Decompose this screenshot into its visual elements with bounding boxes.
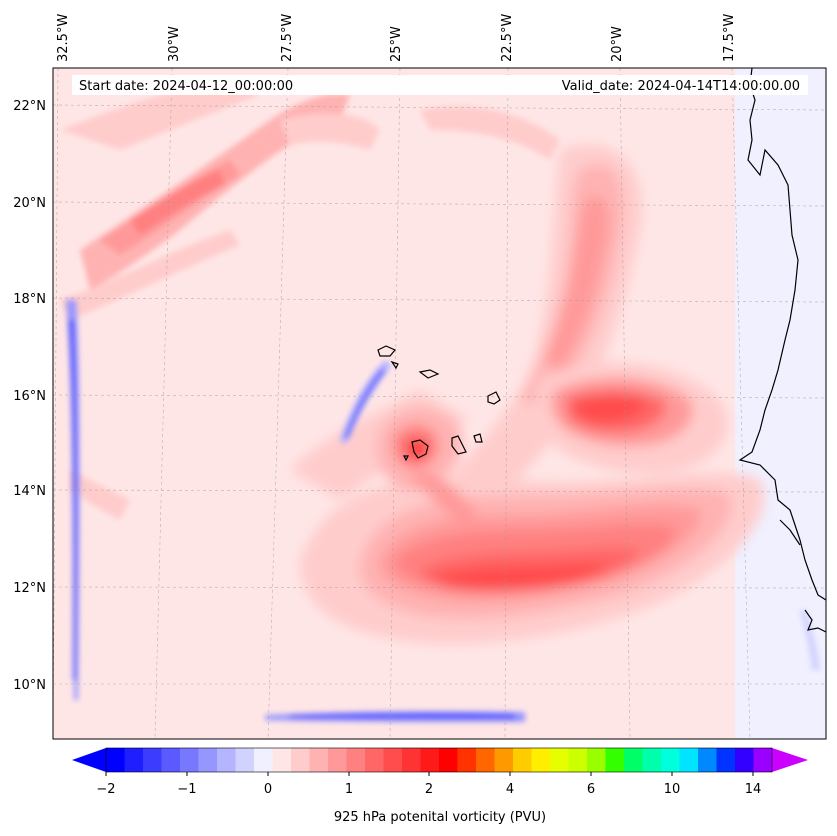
colorbar-cell <box>513 748 532 772</box>
colorbar-cell <box>605 748 625 772</box>
valid-date-label: Valid_date: 2024-04-14T14:00:00.00 <box>562 79 800 94</box>
colorbar-cell <box>272 748 292 772</box>
colorbar-cell <box>716 748 736 772</box>
longitude-labels: 32.5°W 30°W 27.5°W 25°W 22.5°W 20°W 17.5… <box>56 14 737 62</box>
colorbar-cell <box>180 748 199 772</box>
colorbar-ticks <box>105 772 754 776</box>
colorbar: −2 −1 0 1 2 4 6 10 14 925 hPa potenital … <box>72 747 808 825</box>
colorbar-tick-label: 6 <box>587 782 595 797</box>
colorbar-max-extend <box>772 748 808 772</box>
lon-label: 25°W <box>389 26 404 62</box>
colorbar-cell <box>494 748 514 772</box>
lat-label: 22°N <box>13 99 46 114</box>
colorbar-tick-label: −2 <box>96 782 115 797</box>
colorbar-cell <box>254 748 273 772</box>
colorbar-cell <box>124 748 144 772</box>
lon-label: 30°W <box>167 26 182 62</box>
colorbar-tick-label: 2 <box>425 782 433 797</box>
colorbar-cell <box>624 748 643 772</box>
colorbar-cell <box>698 748 717 772</box>
colorbar-cell <box>753 748 773 772</box>
colorbar-cell <box>143 748 162 772</box>
coastline <box>377 68 826 633</box>
colorbar-tick-label: −1 <box>177 782 196 797</box>
lon-label: 22.5°W <box>500 14 515 62</box>
colorbar-cell <box>365 748 384 772</box>
colorbar-cell <box>198 748 218 772</box>
colorbar-cell <box>420 748 440 772</box>
colorbar-cell <box>568 748 588 772</box>
lon-label: 20°W <box>610 26 625 62</box>
colorbar-cell <box>531 748 551 772</box>
colorbar-cell <box>328 748 347 772</box>
colorbar-tick-label: 10 <box>664 782 681 797</box>
lat-label: 10°N <box>13 678 46 693</box>
lat-label: 12°N <box>13 581 46 596</box>
start-date-label: Start date: 2024-04-12_00:00:00 <box>79 79 293 94</box>
colorbar-cell <box>217 748 236 772</box>
colorbar-tick-label: 1 <box>345 782 353 797</box>
lon-label: 27.5°W <box>280 14 295 62</box>
colorbar-cell <box>291 748 310 772</box>
colorbar-cell <box>383 748 403 772</box>
colorbar-min-extend <box>72 748 106 772</box>
colorbar-tick-label: 4 <box>506 782 514 797</box>
colorbar-cell <box>439 748 458 772</box>
lon-label: 32.5°W <box>56 14 71 62</box>
colorbar-cell <box>346 748 366 772</box>
colorbar-cell <box>642 748 662 772</box>
lat-label: 20°N <box>13 196 46 211</box>
colorbar-cell <box>735 748 754 772</box>
colorbar-cell <box>587 748 606 772</box>
lat-label: 18°N <box>13 292 46 307</box>
colorbar-cell <box>661 748 680 772</box>
colorbar-cell <box>106 748 125 772</box>
colorbar-cell <box>476 748 495 772</box>
colorbar-cell <box>235 748 255 772</box>
colorbar-cell <box>457 748 477 772</box>
lon-label: 17.5°W <box>722 14 737 62</box>
colorbar-tick-label: 14 <box>745 782 762 797</box>
colorbar-cell <box>309 748 329 772</box>
colorbar-cell <box>161 748 181 772</box>
colorbar-title: 925 hPa potenital vorticity (PVU) <box>334 810 546 825</box>
pv-field <box>53 68 826 739</box>
colorbar-cell <box>402 748 421 772</box>
colorbar-tick-label: 0 <box>264 782 272 797</box>
latitude-labels: 22°N 20°N 18°N 16°N 14°N 12°N 10°N <box>13 99 46 693</box>
lat-label: 14°N <box>13 484 46 499</box>
lat-label: 16°N <box>13 389 46 404</box>
colorbar-cell <box>550 748 569 772</box>
colorbar-cell <box>679 748 699 772</box>
